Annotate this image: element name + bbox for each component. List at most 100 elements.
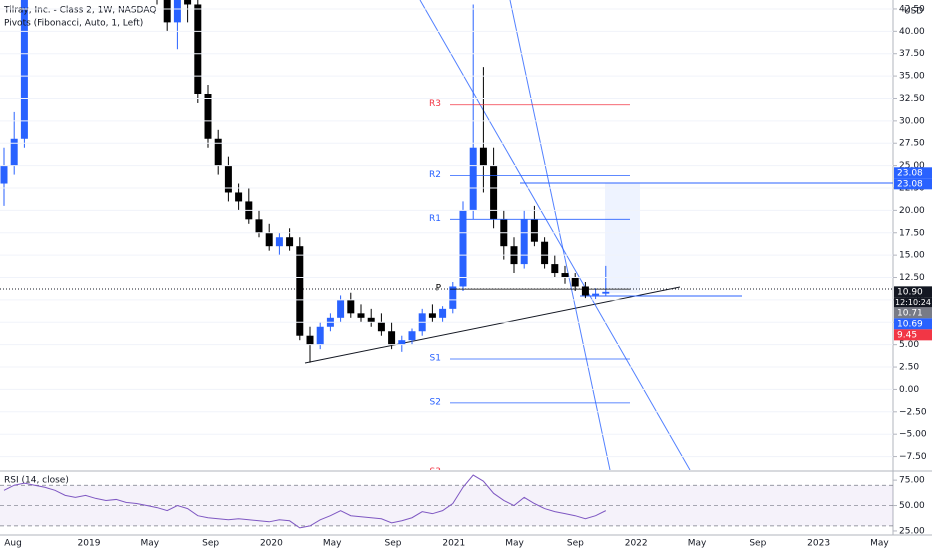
- candle-body: [479, 147, 487, 166]
- candle-body: [163, 0, 171, 23]
- candle-body: [469, 147, 477, 211]
- x-tick-label: Sep: [385, 539, 402, 549]
- x-tick-label: May: [870, 539, 889, 549]
- y-tick-label: −2.50: [899, 407, 927, 417]
- pivot-label: S1: [430, 353, 441, 363]
- y-tick-label: 2.50: [899, 363, 919, 373]
- pivot-label: P: [436, 284, 442, 294]
- price-label: 10.69: [897, 319, 923, 329]
- x-tick-label: May: [505, 539, 524, 549]
- pivot-label: R2: [429, 170, 441, 180]
- x-tick-label: Aug: [4, 539, 22, 549]
- pivot-label: S2: [430, 397, 441, 407]
- price-label-box: [894, 329, 932, 341]
- candle-body: [296, 246, 304, 336]
- currency: USD: [904, 7, 923, 17]
- candle-body: [255, 219, 263, 233]
- price-label-box: [894, 286, 932, 298]
- x-tick-label: Sep: [202, 539, 219, 549]
- candle-body: [235, 192, 243, 202]
- candle-body: [592, 293, 600, 296]
- candle-body: [306, 335, 314, 345]
- chart-title: Tilray, Inc. - Class 2, 1W, NASDAQ: [3, 6, 156, 16]
- y-tick-label: 5.00: [899, 340, 919, 350]
- price-label-box: [894, 178, 932, 190]
- rsi-tick-label: 25.00: [899, 526, 925, 536]
- x-tick-label: Sep: [567, 539, 584, 549]
- y-tick-label: 20.00: [899, 206, 925, 216]
- price-label: 9.45: [897, 330, 917, 340]
- drawings: [0, 0, 893, 470]
- candle-body: [520, 219, 528, 265]
- rsi-tick-label: 50.00: [899, 501, 925, 511]
- candle-body: [184, 0, 192, 5]
- pivot-label: S3: [430, 467, 441, 477]
- y-tick-label: 17.50: [899, 228, 925, 238]
- y-tick-label: 35.00: [899, 72, 925, 82]
- candle-body: [265, 232, 273, 247]
- x-tick-label: 2022: [625, 539, 648, 549]
- candle-body: [408, 331, 416, 341]
- candle-body: [316, 326, 324, 345]
- candle-body: [490, 165, 498, 220]
- indicator-title: Pivots (Fibonacci, Auto, 1, Left): [4, 19, 143, 29]
- x-tick-label: 2023: [807, 539, 830, 549]
- candle-body: [173, 0, 181, 23]
- x-tick-label: May: [140, 539, 159, 549]
- y-tick-label: −5.00: [899, 430, 927, 440]
- x-tick-label: 2020: [260, 539, 283, 549]
- y-tick-label: 27.50: [899, 139, 925, 149]
- pivot-label: R3: [429, 99, 441, 109]
- y-tick-label: 32.50: [899, 94, 925, 104]
- candle-body: [398, 340, 406, 345]
- candle-body: [377, 322, 385, 332]
- candle-body: [347, 299, 355, 314]
- candle-body: [194, 4, 202, 95]
- x-tick-label: Sep: [749, 539, 766, 549]
- y-tick-label: 15.00: [899, 251, 925, 261]
- y-tick-label: 0.00: [899, 385, 919, 395]
- candle-body: [439, 308, 447, 318]
- rsi-tick-label: 75.00: [899, 476, 925, 486]
- candle-body: [357, 313, 365, 318]
- candle-body: [551, 264, 559, 274]
- candle-body: [275, 237, 283, 247]
- trend-line: [509, 0, 611, 470]
- y-tick-label: −7.50: [899, 452, 927, 462]
- price-label: 23.08: [897, 168, 923, 178]
- y-tick-label: 30.00: [899, 116, 925, 126]
- y-tick-label: 42.50: [899, 4, 925, 14]
- candle-body: [337, 299, 345, 318]
- candle-body: [10, 138, 18, 166]
- trend-line: [419, 0, 691, 470]
- candle-body: [571, 277, 579, 287]
- candle-body: [224, 165, 232, 193]
- candle-body: [581, 286, 589, 296]
- price-label-box: [894, 307, 932, 319]
- candle-body: [561, 273, 569, 278]
- candle-body: [0, 165, 8, 184]
- y-tick-label: 12.50: [899, 273, 925, 283]
- candle-body: [20, 0, 28, 139]
- candle-body: [214, 138, 222, 166]
- x-tick-label: 2019: [78, 539, 101, 549]
- candle-body: [541, 241, 549, 265]
- price-label: 10.90: [897, 287, 923, 297]
- candle-body: [602, 291, 610, 294]
- candle-body: [388, 331, 396, 345]
- pivot-label: R1: [429, 214, 441, 224]
- countdown: 12:10:24: [895, 298, 931, 307]
- y-tick-label: 25.00: [899, 161, 925, 171]
- price-label: 23.08: [897, 179, 923, 189]
- x-tick-label: 2021: [442, 539, 465, 549]
- candle-body: [428, 313, 436, 318]
- candle-body: [204, 94, 212, 139]
- candle-body: [367, 317, 375, 323]
- x-tick-label: May: [323, 539, 342, 549]
- candle-body: [530, 219, 538, 242]
- y-tick-label: 40.00: [899, 27, 925, 37]
- rsi-title: RSI (14, close): [4, 476, 69, 486]
- rsi-line: [3, 474, 607, 529]
- price-label-box: [894, 318, 932, 330]
